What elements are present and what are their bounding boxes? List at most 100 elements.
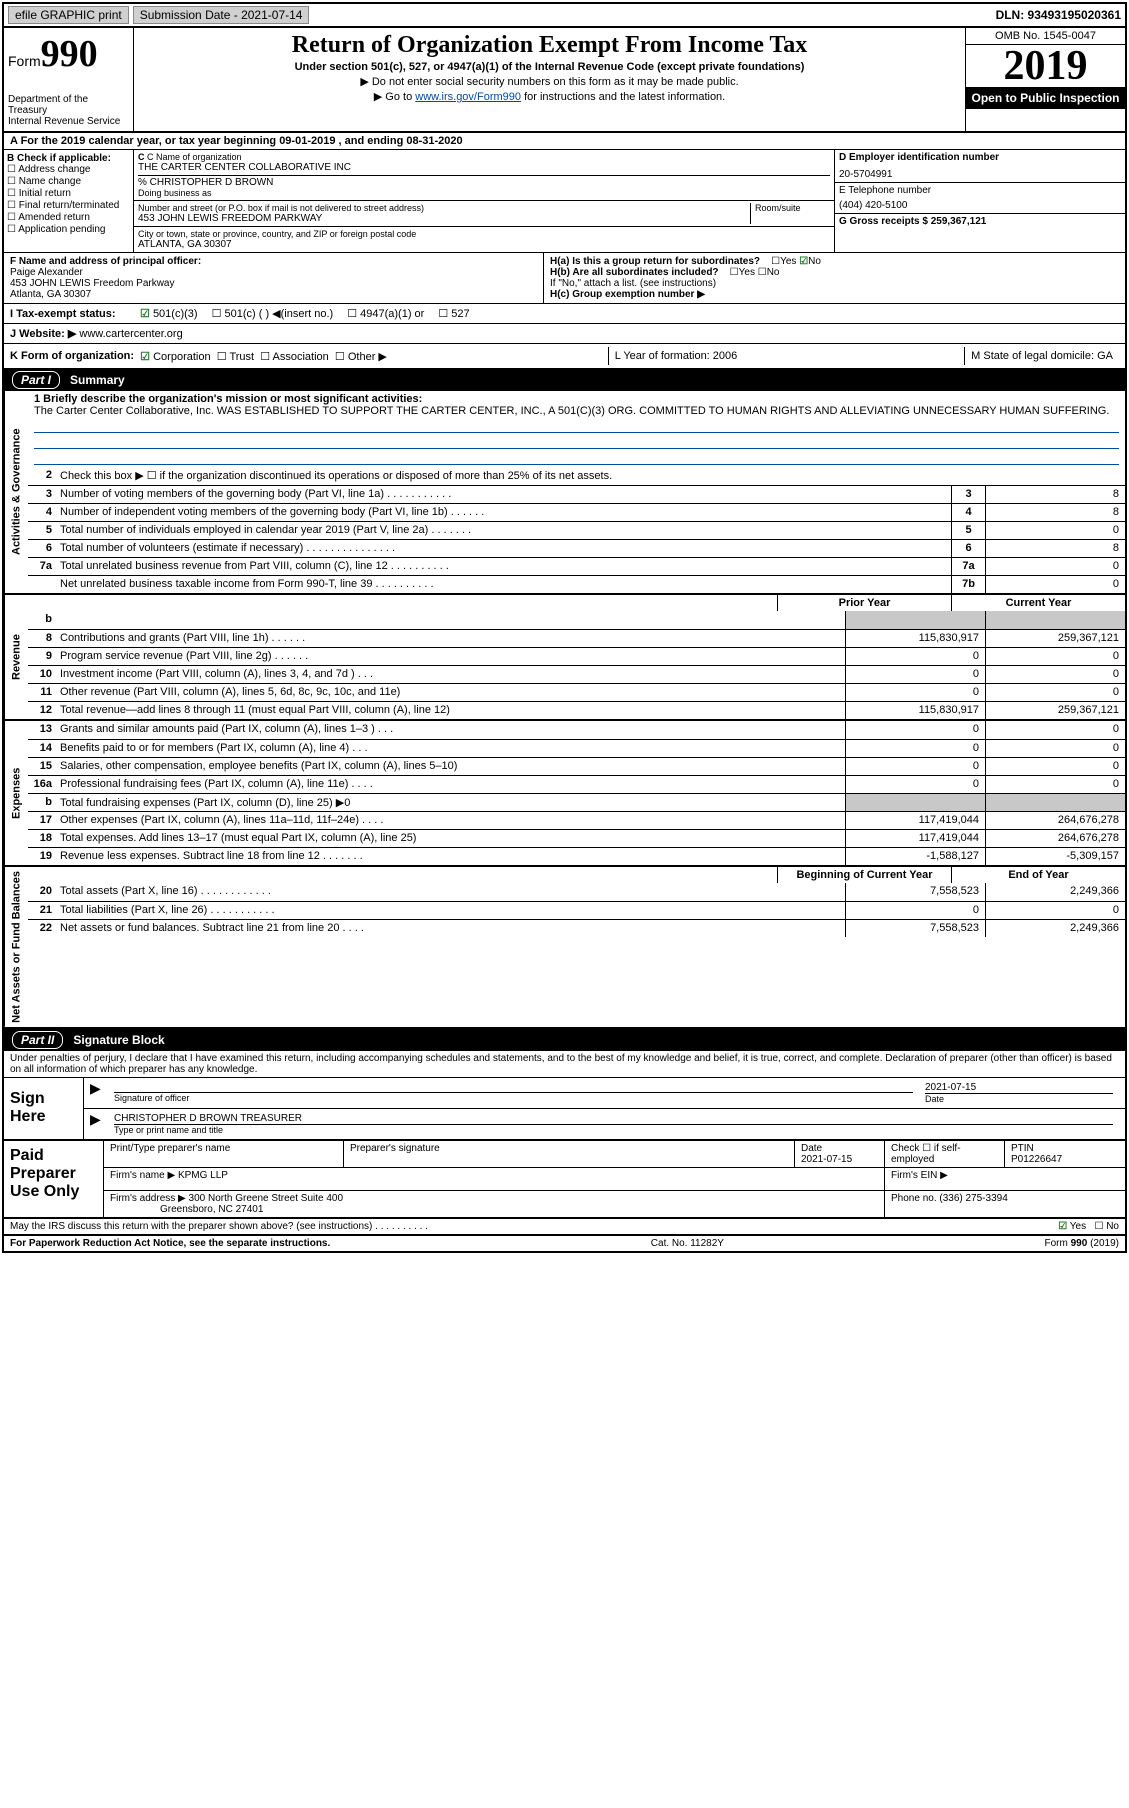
care-of: % CHRISTOPHER D BROWN bbox=[138, 175, 830, 188]
tax-year: 2019 bbox=[966, 45, 1125, 87]
form-subtitle: Under section 501(c), 527, or 4947(a)(1)… bbox=[142, 61, 957, 73]
form-of-org: K Form of organization: ☑ Corporation ☐ … bbox=[4, 344, 1125, 369]
col-c-org-info: C C Name of organization THE CARTER CENT… bbox=[134, 150, 835, 252]
paid-preparer-label: Paid Preparer Use Only bbox=[4, 1141, 104, 1217]
arrow-icon: ▶ bbox=[90, 1111, 108, 1137]
website-row: J Website: ▶ www.cartercenter.org bbox=[4, 324, 1125, 344]
firm-addr1: 300 North Greene Street Suite 400 bbox=[189, 1193, 344, 1204]
gov-line: 3Number of voting members of the governi… bbox=[28, 485, 1125, 503]
side-net: Net Assets or Fund Balances bbox=[4, 867, 28, 1027]
current-year-hdr: Current Year bbox=[951, 595, 1125, 611]
value-line: bTotal fundraising expenses (Part IX, co… bbox=[28, 793, 1125, 811]
arrow-icon: ▶ bbox=[90, 1080, 108, 1106]
cat-no: Cat. No. 11282Y bbox=[651, 1238, 724, 1249]
form-title: Return of Organization Exempt From Incom… bbox=[142, 32, 957, 59]
row-fh: F Name and address of principal officer:… bbox=[4, 253, 1125, 304]
cb-final-return[interactable]: ☐ Final return/terminated bbox=[7, 200, 130, 211]
cb-501c[interactable]: ☐ 501(c) ( ) ◀(insert no.) bbox=[212, 307, 334, 320]
state-domicile: M State of legal domicile: GA bbox=[964, 347, 1119, 365]
gov-line: Net unrelated business taxable income fr… bbox=[28, 575, 1125, 593]
cb-assoc[interactable]: ☐ Association bbox=[260, 350, 329, 363]
cb-501c3[interactable]: ☑ 501(c)(3) bbox=[140, 307, 198, 320]
header-left: Form990 Department of the Treasury Inter… bbox=[4, 28, 134, 131]
cb-corp[interactable]: ☑ Corporation bbox=[140, 350, 210, 363]
sign-date: 2021-07-15 bbox=[925, 1082, 1113, 1093]
header-center: Return of Organization Exempt From Incom… bbox=[134, 28, 965, 131]
prior-year-hdr: Prior Year bbox=[777, 595, 951, 611]
value-line: 14Benefits paid to or for members (Part … bbox=[28, 739, 1125, 757]
cb-other[interactable]: ☐ Other ▶ bbox=[335, 350, 387, 363]
value-line: 11Other revenue (Part VIII, column (A), … bbox=[28, 683, 1125, 701]
value-line: 13Grants and similar amounts paid (Part … bbox=[28, 721, 1125, 739]
gov-line: 7aTotal unrelated business revenue from … bbox=[28, 557, 1125, 575]
ssn-notice: ▶ Do not enter social security numbers o… bbox=[142, 75, 957, 88]
firm-addr2: Greensboro, NC 27401 bbox=[160, 1204, 263, 1215]
value-line: 15Salaries, other compensation, employee… bbox=[28, 757, 1125, 775]
cb-discuss-no[interactable]: ☐ No bbox=[1094, 1221, 1119, 1232]
goto-line: ▶ Go to www.irs.gov/Form990 for instruct… bbox=[142, 90, 957, 103]
value-line: 22Net assets or fund balances. Subtract … bbox=[28, 919, 1125, 937]
row-a-tax-year: A For the 2019 calendar year, or tax yea… bbox=[4, 133, 1125, 150]
ein-value: 20-5704991 bbox=[839, 169, 1121, 180]
irs-discuss-row: May the IRS discuss this return with the… bbox=[4, 1219, 1125, 1236]
tax-exempt-status: I Tax-exempt status: ☑ 501(c)(3) ☐ 501(c… bbox=[4, 304, 1125, 324]
cb-527[interactable]: ☐ 527 bbox=[438, 307, 469, 320]
form-header: Form990 Department of the Treasury Inter… bbox=[4, 28, 1125, 133]
exp-section: Expenses 13Grants and similar amounts pa… bbox=[4, 721, 1125, 867]
value-line: 10Investment income (Part VIII, column (… bbox=[28, 665, 1125, 683]
mission-text: The Carter Center Collaborative, Inc. WA… bbox=[34, 405, 1119, 417]
end-year-hdr: End of Year bbox=[951, 867, 1125, 883]
gov-line: 5Total number of individuals employed in… bbox=[28, 521, 1125, 539]
website-url[interactable]: www.cartercenter.org bbox=[79, 328, 182, 340]
value-line: 9Program service revenue (Part VIII, lin… bbox=[28, 647, 1125, 665]
value-line: 19Revenue less expenses. Subtract line 1… bbox=[28, 847, 1125, 865]
efile-button[interactable]: efile GRAPHIC print bbox=[8, 6, 129, 24]
gov-line: 2Check this box ▶ ☐ if the organization … bbox=[28, 467, 1125, 485]
submission-date-button[interactable]: Submission Date - 2021-07-14 bbox=[133, 6, 310, 24]
cb-initial-return[interactable]: ☐ Initial return bbox=[7, 188, 130, 199]
irs-form990-link[interactable]: www.irs.gov/Form990 bbox=[415, 91, 521, 103]
col-d-ein-phone: D Employer identification number 20-5704… bbox=[835, 150, 1125, 252]
header-right: OMB No. 1545-0047 2019 Open to Public In… bbox=[965, 28, 1125, 131]
page-footer: For Paperwork Reduction Act Notice, see … bbox=[4, 1236, 1125, 1251]
irs-label: Internal Revenue Service bbox=[8, 116, 129, 127]
gov-section: Activities & Governance 1 Briefly descri… bbox=[4, 391, 1125, 595]
part2-header: Part II Signature Block bbox=[4, 1029, 1125, 1051]
form-label: Form bbox=[8, 53, 41, 69]
street-address: 453 JOHN LEWIS FREEDOM PARKWAY bbox=[138, 213, 750, 224]
rev-section: Revenue Prior Year Current Year b8Contri… bbox=[4, 595, 1125, 721]
paid-preparer-block: Paid Preparer Use Only Print/Type prepar… bbox=[4, 1141, 1125, 1219]
value-line: 17Other expenses (Part IX, column (A), l… bbox=[28, 811, 1125, 829]
city-state-zip: ATLANTA, GA 30307 bbox=[138, 239, 830, 250]
gov-line: 6Total number of volunteers (estimate if… bbox=[28, 539, 1125, 557]
gross-receipts: G Gross receipts $ 259,367,121 bbox=[839, 216, 986, 227]
side-rev: Revenue bbox=[4, 595, 28, 719]
sign-here-block: Sign Here ▶ Signature of officer 2021-07… bbox=[4, 1078, 1125, 1141]
cb-trust[interactable]: ☐ Trust bbox=[217, 350, 254, 363]
cb-amended[interactable]: ☐ Amended return bbox=[7, 212, 130, 223]
value-line: 16aProfessional fundraising fees (Part I… bbox=[28, 775, 1125, 793]
phone-value: (404) 420-5100 bbox=[839, 200, 1121, 211]
firm-phone: Phone no. (336) 275-3394 bbox=[891, 1193, 1008, 1204]
form-ref: Form 990 (2019) bbox=[1045, 1238, 1119, 1249]
side-exp: Expenses bbox=[4, 721, 28, 865]
value-line: 20Total assets (Part X, line 16) . . . .… bbox=[28, 883, 1125, 901]
cb-discuss-yes[interactable]: ☑ Yes bbox=[1058, 1221, 1086, 1232]
cb-address-change[interactable]: ☐ Address change bbox=[7, 164, 130, 175]
cb-name-change[interactable]: ☐ Name change bbox=[7, 176, 130, 187]
cb-pending[interactable]: ☐ Application pending bbox=[7, 224, 130, 235]
cb-4947[interactable]: ☐ 4947(a)(1) or bbox=[347, 307, 424, 320]
dept-label: Department of the Treasury bbox=[8, 94, 129, 116]
value-line: 18Total expenses. Add lines 13–17 (must … bbox=[28, 829, 1125, 847]
group-return: H(a) Is this a group return for subordin… bbox=[544, 253, 1125, 303]
signature-declaration: Under penalties of perjury, I declare th… bbox=[4, 1051, 1125, 1078]
ptin-value: P01226647 bbox=[1011, 1154, 1062, 1165]
mission-block: 1 Briefly describe the organization's mi… bbox=[28, 391, 1125, 467]
sign-here-label: Sign Here bbox=[4, 1078, 84, 1139]
net-section: Net Assets or Fund Balances Beginning of… bbox=[4, 867, 1125, 1029]
dln-label: DLN: 93493195020361 bbox=[996, 8, 1121, 22]
gov-line: 4Number of independent voting members of… bbox=[28, 503, 1125, 521]
top-bar: efile GRAPHIC print Submission Date - 20… bbox=[4, 4, 1125, 28]
year-formation: L Year of formation: 2006 bbox=[608, 347, 744, 365]
part1-header: Part I Summary bbox=[4, 369, 1125, 391]
